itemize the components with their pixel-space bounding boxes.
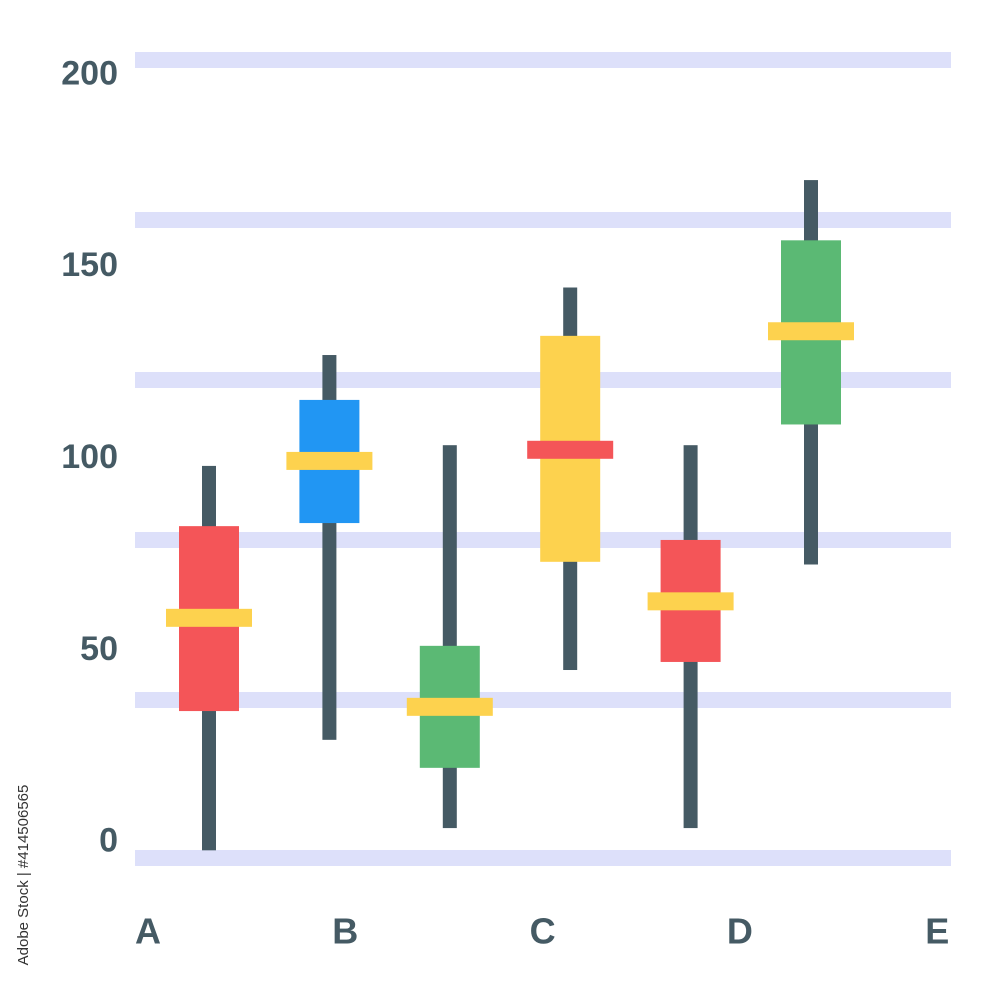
x-tick-label: E: [925, 911, 949, 952]
median: [286, 451, 373, 470]
x-tick-label: D: [727, 911, 753, 952]
median: [406, 697, 493, 716]
y-tick-label: 200: [61, 54, 118, 92]
stripe: [135, 850, 951, 866]
y-tick-label: 0: [99, 822, 118, 860]
x-tick-label: A: [135, 911, 161, 952]
x-tick-label: C: [530, 911, 556, 952]
whisker: [442, 445, 457, 829]
median: [768, 322, 854, 341]
watermark: Adobe Stock | #414506565: [15, 785, 32, 966]
median: [647, 592, 734, 611]
x-tick-label: B: [332, 911, 358, 952]
y-tick-label: 100: [61, 438, 118, 476]
median: [166, 608, 252, 627]
median: [527, 440, 614, 459]
stripe: [135, 692, 951, 708]
stripe: [135, 52, 951, 68]
y-tick-label: 150: [61, 246, 118, 284]
stripe: [135, 212, 951, 228]
y-tick-label: 50: [80, 630, 118, 668]
